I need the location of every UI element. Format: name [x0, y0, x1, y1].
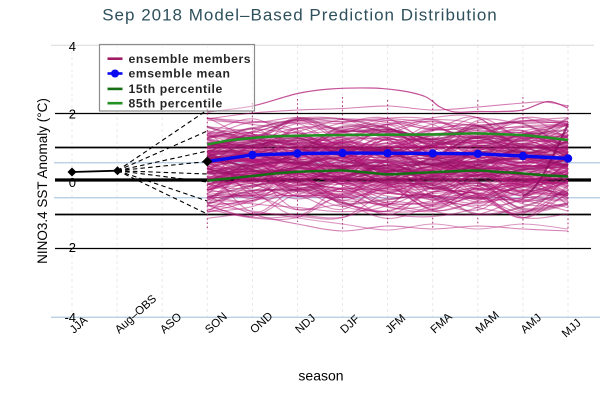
- svg-text:4: 4: [69, 39, 76, 54]
- svg-text:-2: -2: [64, 240, 76, 255]
- svg-text:-4: -4: [64, 310, 76, 325]
- svg-text:Sep 2018 Model–Based Predictio: Sep 2018 Model–Based Prediction Distribu…: [102, 6, 498, 25]
- svg-text:15th percentile: 15th percentile: [129, 82, 223, 96]
- svg-text:85th percentile: 85th percentile: [129, 96, 223, 110]
- svg-text:emsemble mean: emsemble mean: [129, 67, 231, 81]
- svg-text:NINO3.4 SST Anomaly (°C): NINO3.4 SST Anomaly (°C): [35, 98, 50, 264]
- svg-text:2: 2: [69, 106, 76, 121]
- svg-text:season: season: [298, 368, 343, 384]
- svg-text:0: 0: [69, 175, 76, 190]
- svg-text:ensemble members: ensemble members: [129, 52, 252, 66]
